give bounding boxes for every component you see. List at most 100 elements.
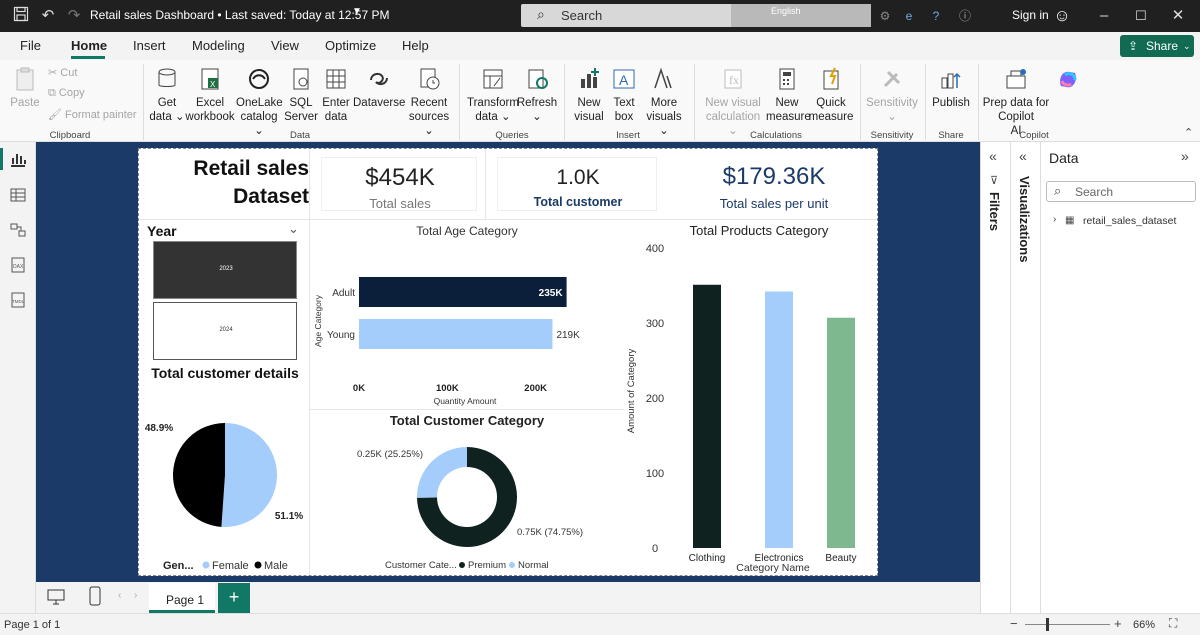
refresh-button[interactable]: Refresh ⌄ <box>516 66 558 124</box>
get-data-button[interactable]: Get data ⌄ <box>147 66 187 124</box>
search-box[interactable]: ⌕ Search English <box>521 4 871 27</box>
expand-data-icon[interactable]: » <box>1181 148 1189 164</box>
x-tick-label: 200K <box>524 383 547 394</box>
transform-label-1: Transform <box>467 97 519 109</box>
minimize-icon[interactable]: – <box>1099 7 1109 24</box>
collapse-viz-icon[interactable]: « <box>1019 148 1027 164</box>
zoom-out-icon[interactable]: − <box>1010 616 1018 631</box>
account-icon[interactable]: ☺ <box>1053 6 1071 25</box>
legend-title: Customer Cate... <box>385 560 457 571</box>
ribbon-divider <box>459 64 460 140</box>
sql-server-button[interactable]: SQL Server <box>284 66 318 124</box>
text-box-button[interactable]: A Text box <box>608 66 640 124</box>
desktop-layout-icon[interactable] <box>46 588 66 606</box>
zoom-slider-thumb[interactable] <box>1046 618 1049 631</box>
kpi-card-total-sales[interactable]: $454K Total sales <box>321 157 477 211</box>
visualizations-label[interactable]: Visualizations <box>1017 176 1032 263</box>
onelake-catalog-button[interactable]: OneLake catalog ⌄ <box>236 66 283 138</box>
maximize-icon[interactable]: ☐ <box>1135 8 1147 23</box>
age-category-bar-chart[interactable]: Total Age Category Adult 235K Young 219K 0K 10… <box>311 221 623 407</box>
share-button[interactable]: ⇪ Share ⌄ <box>1120 35 1194 57</box>
kpi-label: Total sales <box>369 196 431 211</box>
quick-measure-button[interactable]: Quick measure <box>808 66 854 124</box>
legend-marker <box>459 562 465 568</box>
menu-view[interactable]: View <box>271 38 299 53</box>
save-icon[interactable] <box>11 6 31 26</box>
dataverse-button[interactable]: Dataverse <box>353 66 405 110</box>
products-category-column-chart[interactable]: Total Products Category 0 100 200 300 400 Amou… <box>625 221 877 575</box>
slicer-chevron-icon[interactable]: ⌄ <box>288 221 299 236</box>
svg-text:DAX: DAX <box>13 264 24 270</box>
tmdl-view-icon[interactable]: TMDL <box>9 291 27 309</box>
gear-icon[interactable]: ⚙ <box>879 9 891 23</box>
publish-button[interactable]: Publish <box>930 66 972 110</box>
slicer-option-2023[interactable]: 2023 <box>153 241 297 299</box>
excel-workbook-button[interactable]: X Excel workbook <box>185 66 235 124</box>
new-measure-button[interactable]: New measure <box>766 66 811 124</box>
more-visuals-button[interactable]: More visuals ⌄ <box>642 66 686 138</box>
prep-data-copilot-button[interactable]: Prep data for Copilot AI <box>982 66 1050 138</box>
kpi-card-sales-per-unit[interactable]: $179.36K Total sales per unit <box>679 157 869 215</box>
table-view-icon[interactable] <box>9 186 27 204</box>
edge-icon[interactable]: e <box>905 9 913 23</box>
undo-icon[interactable]: ↶ <box>41 7 55 24</box>
add-page-button[interactable]: + <box>218 583 250 613</box>
cut-button[interactable]: ✂ Cut <box>48 66 77 79</box>
menu-file[interactable]: File <box>20 38 41 53</box>
menu-optimize[interactable]: Optimize <box>325 38 377 53</box>
prev-page-icon[interactable]: ‹ <box>118 590 122 601</box>
help-icon[interactable]: ? <box>932 9 940 23</box>
menu-home[interactable]: Home <box>71 38 108 53</box>
data-search-input[interactable]: ⌕ Search <box>1046 181 1196 202</box>
page-tab[interactable]: Page 1 <box>149 583 215 613</box>
window-title: Retail sales Dashboard • Last saved: Tod… <box>90 8 390 22</box>
copy-button[interactable]: ⧉ Copy <box>48 87 85 100</box>
copilot-button[interactable] <box>1052 66 1084 96</box>
menu-modeling[interactable]: Modeling <box>192 38 245 53</box>
group-share: Share <box>938 130 964 141</box>
cut-icon: ✂ <box>48 67 61 79</box>
sign-in-link[interactable]: Sign in <box>1012 8 1049 22</box>
new-visual-button[interactable]: New visual <box>571 66 607 124</box>
collapse-filters-icon[interactable]: « <box>989 148 997 164</box>
redo-icon[interactable]: ↷ <box>67 7 81 24</box>
format-painter-button[interactable]: 🖌 Format painter <box>48 108 137 121</box>
dax-query-view-icon[interactable]: DAX <box>9 256 27 274</box>
legend-marker <box>202 561 210 569</box>
report-view-icon[interactable] <box>9 150 27 168</box>
visualizations-pane: « Visualizations <box>1010 142 1040 613</box>
chevron-right-icon[interactable]: › <box>1053 214 1057 225</box>
legend-label: Premium <box>468 560 506 571</box>
sensitivity-button[interactable]: Sensitivity ⌄ <box>864 66 920 124</box>
data-table-item[interactable]: › ▦ retail_sales_dataset <box>1053 214 1198 230</box>
copy-icon: ⧉ <box>48 87 59 99</box>
fit-to-page-icon[interactable]: ⛶ <box>1169 616 1178 630</box>
group-calculations: Calculations <box>750 130 802 141</box>
zoom-slider[interactable] <box>1025 624 1110 625</box>
new-visual-calculation-button[interactable]: fx New visual calculation ⌄ <box>700 66 766 138</box>
kpi-value: 1.0K <box>556 166 600 189</box>
legend-label: Male <box>264 560 288 572</box>
customer-category-donut-chart[interactable]: Total Customer Category 0.75K (74.75%) 0.2… <box>311 411 623 575</box>
kpi-card-total-customer[interactable]: 1.0K Total customer <box>497 157 657 211</box>
zoom-in-icon[interactable]: + <box>1114 616 1122 631</box>
collapse-ribbon-icon[interactable]: ⌃ <box>1184 127 1194 139</box>
recent-sources-button[interactable]: Recent sources ⌄ <box>405 66 453 138</box>
transform-data-button[interactable]: Transform data ⌄ <box>466 66 520 124</box>
menu-insert[interactable]: Insert <box>133 38 166 53</box>
filters-label[interactable]: Filters <box>987 192 1002 232</box>
paste-button[interactable]: Paste <box>8 66 42 110</box>
enter-data-button[interactable]: Enter data <box>320 66 352 124</box>
info-icon[interactable]: ⓘ <box>958 9 971 23</box>
model-view-icon[interactable] <box>9 221 27 239</box>
mobile-layout-icon[interactable] <box>88 586 102 606</box>
menu-help[interactable]: Help <box>402 38 429 53</box>
gender-pie-chart[interactable]: 51.1% 48.9% Gen... Female Male <box>139 389 309 575</box>
slicer-option-2024[interactable]: 2024 <box>153 302 297 360</box>
copy-label: Copy <box>58 87 85 99</box>
ribbon-divider <box>564 64 565 140</box>
close-icon[interactable]: ✕ <box>1171 7 1185 24</box>
onelake-label-2: catalog ⌄ <box>240 111 278 137</box>
title-dropdown-icon[interactable]: ▼ <box>352 6 362 17</box>
next-page-icon[interactable]: › <box>134 590 138 601</box>
